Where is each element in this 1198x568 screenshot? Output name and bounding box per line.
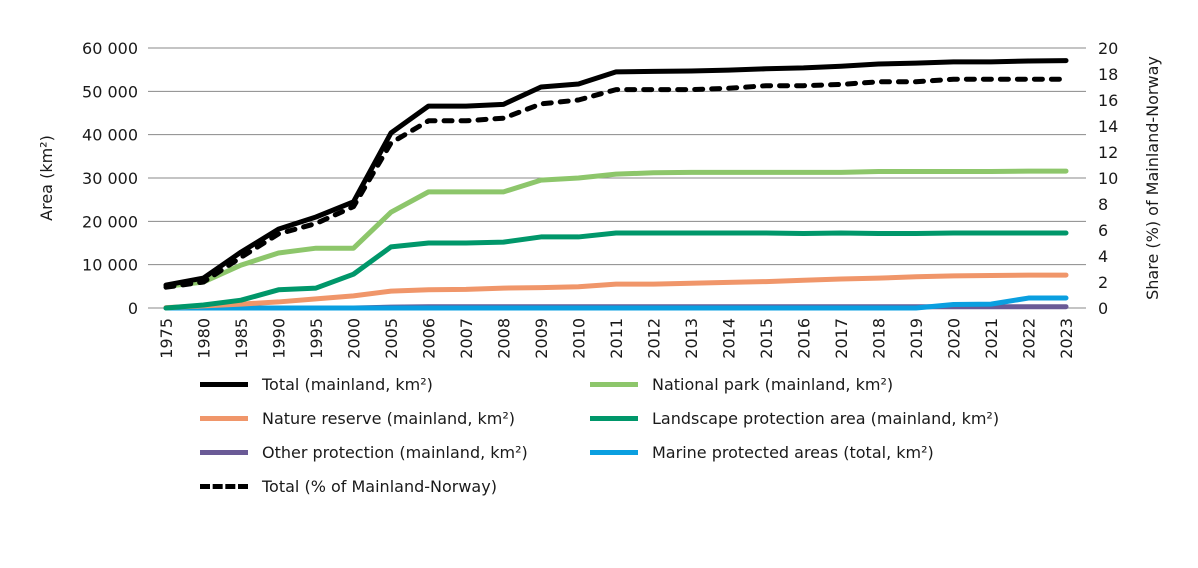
x-tick-label: 1975 <box>157 318 176 359</box>
x-tick-label: 2000 <box>345 318 364 359</box>
legend-swatch <box>200 416 248 421</box>
y-axis-label: Area (km²) <box>37 135 56 221</box>
x-tick-label: 2015 <box>757 318 776 359</box>
legend-item: Landscape protection area (mainland, km²… <box>590 409 999 428</box>
y2-tick-label: 0 <box>1098 299 1108 318</box>
x-tick-label: 2019 <box>907 318 926 359</box>
legend-swatch <box>590 416 638 421</box>
y2-tick-label: 16 <box>1098 91 1118 110</box>
y2-tick-label: 18 <box>1098 65 1118 84</box>
legend-item: Total (mainland, km²) <box>200 375 433 394</box>
y2-tick-label: 20 <box>1098 39 1118 58</box>
series-line-6 <box>163 76 1069 290</box>
x-tick-label: 2013 <box>682 318 701 359</box>
legend-item: Marine protected areas (total, km²) <box>590 443 934 462</box>
x-tick-label: 2011 <box>607 318 626 359</box>
x-tick-label: 1980 <box>195 318 214 359</box>
y2-tick-label: 8 <box>1098 195 1108 214</box>
x-tick-label: 2005 <box>382 318 401 359</box>
y2-tick-label: 4 <box>1098 247 1108 266</box>
legend-label: Nature reserve (mainland, km²) <box>262 409 516 428</box>
y-tick-label: 40 000 <box>82 126 138 145</box>
x-tick-label: 2014 <box>720 318 739 359</box>
y2-axis-label: Share (%) of Mainland-Norway <box>1143 56 1162 300</box>
x-tick-label: 2009 <box>532 318 551 359</box>
y2-tick-label: 2 <box>1098 273 1108 292</box>
series-line-3 <box>163 230 1069 311</box>
legend-item: National park (mainland, km²) <box>590 375 893 394</box>
legend-label: Marine protected areas (total, km²) <box>652 443 934 462</box>
y2-tick-label: 14 <box>1098 117 1118 136</box>
legend-item: Other protection (mainland, km²) <box>200 443 528 462</box>
legend-swatch <box>200 382 248 387</box>
legend-label: Landscape protection area (mainland, km²… <box>652 409 1000 428</box>
y2-tick-label: 12 <box>1098 143 1118 162</box>
series-line-5 <box>163 295 1069 311</box>
legend-swatch <box>200 484 248 489</box>
x-tick-label: 2023 <box>1057 318 1076 359</box>
x-tick-label: 2008 <box>495 318 514 359</box>
chart-plot: 0 10 000 20 000 30 000 40 000 50 000 60 000 0 2 4… <box>37 39 1162 359</box>
x-tick-label: 2017 <box>832 318 851 359</box>
y-tick-label: 10 000 <box>82 256 138 275</box>
y-tick-label: 0 <box>128 299 138 318</box>
series-line-1 <box>163 168 1069 289</box>
legend-swatch <box>590 382 638 387</box>
legend-label: Total (% of Mainland-Norway) <box>262 477 497 496</box>
x-tick-label: 2007 <box>457 318 476 359</box>
y-tick-label: 30 000 <box>82 169 138 188</box>
y-tick-label: 60 000 <box>82 39 138 58</box>
y2-tick-label: 10 <box>1098 169 1118 188</box>
x-tick-label: 2006 <box>420 318 439 359</box>
y-tick-label: 50 000 <box>82 82 138 101</box>
y-tick-label: 20 000 <box>82 212 138 231</box>
x-tick-label: 2021 <box>982 318 1001 359</box>
x-tick-label: 2022 <box>1020 318 1039 359</box>
legend-label: National park (mainland, km²) <box>652 375 894 394</box>
legend-swatch <box>200 450 248 455</box>
series-line-2 <box>163 272 1069 311</box>
y2-tick-label: 6 <box>1098 221 1108 240</box>
x-tick-label: 1995 <box>307 318 326 359</box>
series-line-0 <box>163 58 1069 288</box>
x-tick-label: 2012 <box>645 318 664 359</box>
legend-item: Nature reserve (mainland, km²) <box>200 409 515 428</box>
legend-item: Total (% of Mainland-Norway) <box>200 477 497 496</box>
x-tick-label: 2016 <box>795 318 814 359</box>
x-tick-label: 1985 <box>232 318 251 359</box>
x-tick-label: 2018 <box>870 318 889 359</box>
x-tick-label: 2010 <box>570 318 589 359</box>
legend-label: Total (mainland, km²) <box>262 375 433 394</box>
x-tick-label: 1990 <box>270 318 289 359</box>
x-tick-label: 2020 <box>945 318 964 359</box>
legend-label: Other protection (mainland, km²) <box>262 443 528 462</box>
legend-swatch <box>590 450 638 455</box>
